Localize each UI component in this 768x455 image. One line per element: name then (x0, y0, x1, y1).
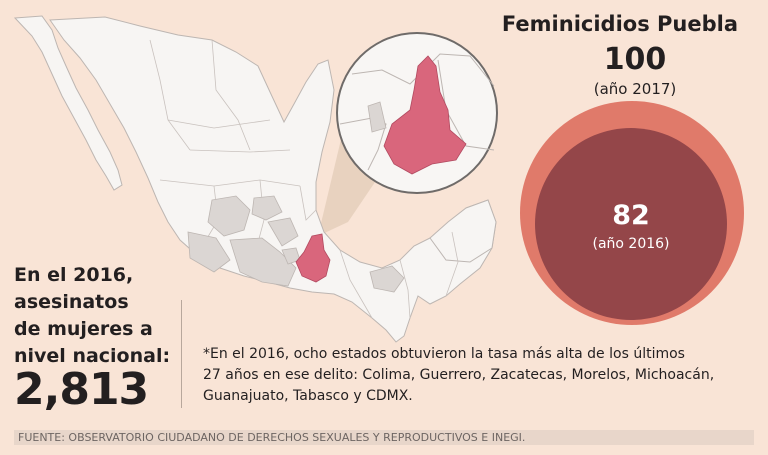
puebla-state (295, 233, 331, 283)
zoom-circle (336, 32, 498, 194)
chart-title: Feminicidios Puebla (501, 12, 738, 36)
divider (181, 300, 182, 408)
national-label-line: nivel nacional: (14, 345, 171, 367)
value-2017: 100 (603, 42, 667, 77)
bubble-2016 (535, 128, 727, 320)
puebla-zoomed (383, 55, 467, 175)
footnote: *En el 2016, ocho estados obtuvieron la … (203, 344, 758, 407)
national-label: En el 2016, asesinatos de mujeres a nive… (14, 262, 189, 370)
highlighted-states (187, 195, 405, 293)
source-credit: FUENTE: OBSERVATORIO CIUDADANO DE DERECH… (14, 430, 754, 445)
national-label-line: En el 2016, (14, 264, 134, 286)
footnote-line: *En el 2016, ocho estados obtuvieron la … (203, 346, 685, 362)
footnote-line: 27 años en ese delito: Colima, Guerrero,… (203, 367, 715, 383)
national-label-line: asesinatos (14, 291, 129, 313)
label-2016: (año 2016) (592, 236, 670, 252)
national-label-line: de mujeres a (14, 318, 153, 340)
value-2016: 82 (612, 200, 650, 231)
national-value: 2,813 (14, 364, 149, 415)
label-2017: (año 2017) (593, 80, 677, 98)
footnote-line: Guanajuato, Tabasco y CDMX. (203, 388, 413, 404)
yucatan-outline (429, 199, 497, 263)
